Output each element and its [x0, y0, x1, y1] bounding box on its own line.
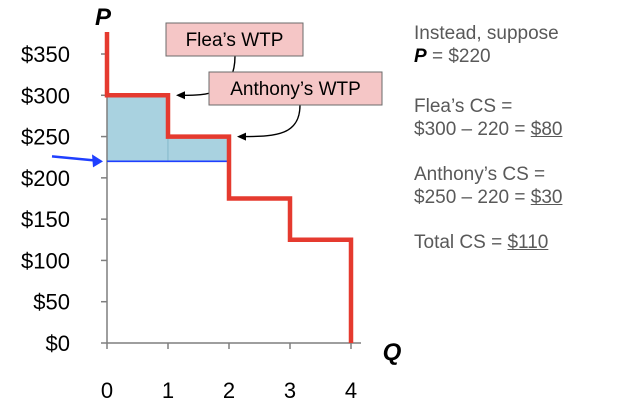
axes: $0 $50 $100 $150 $200 $250 $300 $350 0 1 2 3 4: [21, 42, 361, 403]
flea-cs-block: Flea’s CS = $300 – 220 = $80: [414, 95, 562, 141]
y-tick-label: $100: [21, 248, 70, 273]
callout-arrowhead: [237, 132, 246, 141]
y-tick-label: $50: [33, 290, 70, 315]
price-value: = $220: [426, 46, 491, 67]
scenario-line: Instead, suppose: [414, 23, 559, 44]
x-axis-label: Q: [383, 339, 402, 366]
consumer-surplus-area: [106, 94, 230, 162]
callout-box: [208, 71, 383, 106]
anthony-cs-value: $30: [530, 187, 563, 208]
callout-box: [165, 22, 304, 57]
price-variable: P: [414, 46, 427, 67]
anthony-cs-block: Anthony’s CS = $250 – 220 = $30: [414, 163, 562, 209]
flea-cs-calc: $300 – 220 = $80: [414, 118, 562, 141]
y-tick-label: $250: [21, 125, 70, 150]
price-line-text: P = $220: [414, 45, 559, 68]
callout-1: Flea’s WTP: [165, 22, 304, 100]
y-tick-label: $350: [21, 42, 70, 67]
anthony-cs-calc: $250 – 220 = $30: [414, 186, 562, 209]
price-arrow-head: [92, 154, 103, 168]
total-cs-label: Total CS =: [414, 232, 508, 253]
flea-cs-formula: $300 – 220 =: [414, 119, 531, 140]
demand-curve: [104, 32, 354, 343]
anthony-cs-formula: $250 – 220 =: [414, 187, 531, 208]
total-cs-value: $110: [507, 232, 549, 253]
explanation-panel: Instead, suppose P = $220: [414, 22, 559, 68]
callout-label: Anthony’s WTP: [230, 79, 361, 100]
flea-cs-title: Flea’s CS =: [414, 96, 513, 117]
y-axis-label: P: [95, 4, 112, 31]
callout-leader: [242, 104, 301, 138]
y-tick-label: $0: [46, 331, 70, 356]
x-tick-label: 4: [345, 378, 357, 403]
flea-cs-value: $80: [530, 119, 563, 140]
callouts: Flea’s WTP Anthony’s WTP: [165, 22, 383, 141]
price-arrow: [51, 155, 95, 162]
callout-2: Anthony’s WTP: [208, 71, 383, 141]
x-tick-label: 0: [101, 378, 113, 403]
x-tick-label: 3: [284, 378, 296, 403]
x-tick-label: 1: [162, 378, 174, 403]
y-tick-label: $300: [21, 83, 70, 108]
y-tick-label: $200: [21, 166, 70, 191]
callout-label: Flea’s WTP: [186, 30, 284, 51]
cs-rect-2: [167, 136, 230, 162]
total-cs-block: Total CS = $110: [414, 231, 548, 254]
anthony-cs-title: Anthony’s CS =: [414, 164, 546, 185]
y-tick-label: $150: [21, 207, 70, 232]
demand-step-line: [104, 32, 354, 343]
cs-rect-1: [106, 94, 169, 162]
x-tick-label: 2: [223, 378, 235, 403]
callout-arrowhead: [176, 91, 185, 100]
